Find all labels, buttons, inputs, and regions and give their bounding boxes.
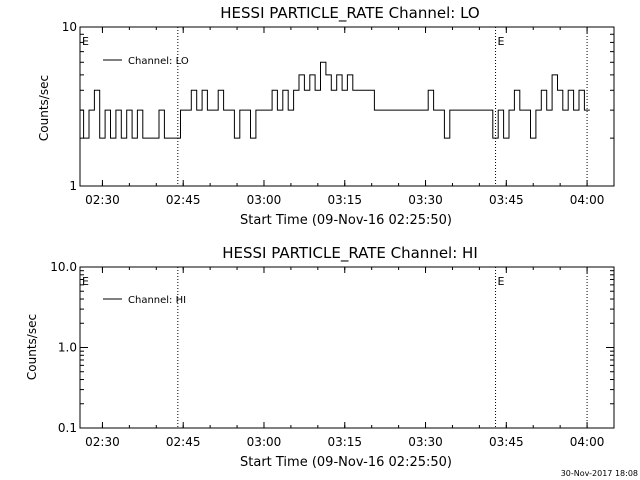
x-tick-label: 03:30 [408, 193, 443, 207]
y-axis-label: Counts/sec [37, 75, 51, 141]
event-marker-label: E [82, 35, 89, 48]
x-tick-label: 03:30 [408, 435, 443, 449]
plot-panel-hi: HESSI PARTICLE_RATE Channel: HI Start Ti… [25, 244, 615, 470]
x-tick-label: 03:45 [489, 435, 524, 449]
x-tick-label: 03:00 [247, 435, 282, 449]
plot-frame [79, 266, 615, 429]
x-tick-label: 03:15 [327, 193, 362, 207]
x-tick-label: 04:00 [570, 435, 605, 449]
y-axis-label: Counts/sec [25, 314, 39, 380]
x-tick-label: 03:00 [247, 193, 282, 207]
legend: Channel: HI [103, 295, 186, 306]
series-line [80, 61, 590, 139]
x-axis-label: Start Time (09-Nov-16 02:25:50) [240, 455, 452, 470]
x-tick-label: 02:30 [85, 193, 120, 207]
x-tick-label: 02:45 [166, 193, 201, 207]
y-tick-label: 0.1 [58, 421, 77, 435]
x-tick-label: 02:45 [166, 435, 201, 449]
x-tick-label: 02:30 [85, 435, 120, 449]
y-tick-label: 1.0 [58, 341, 77, 355]
legend: Channel: LO [103, 56, 189, 67]
x-tick-label: 03:45 [489, 193, 524, 207]
x-axis-label: Start Time (09-Nov-16 02:25:50) [240, 213, 452, 228]
x-tick-label: 03:15 [327, 435, 362, 449]
footer-timestamp: 30-Nov-2017 18:08 [561, 469, 638, 478]
chart-title: HESSI PARTICLE_RATE Channel: LO [220, 4, 479, 23]
event-marker-label: E [498, 35, 505, 48]
y-tick-label: 10.0 [50, 260, 77, 274]
event-marker-label: E [82, 275, 89, 288]
event-marker-label: E [498, 275, 505, 288]
plot-frame [79, 26, 615, 187]
x-tick-label: 04:00 [570, 193, 605, 207]
y-tick-label: 10 [62, 20, 77, 34]
chart-title: HESSI PARTICLE_RATE Channel: HI [222, 244, 478, 263]
plot-panel-lo: HESSI PARTICLE_RATE Channel: LO Start Ti… [37, 4, 615, 228]
legend-entry: Channel: HI [128, 295, 186, 306]
y-tick-label: 1 [69, 179, 77, 193]
legend-entry: Channel: LO [128, 56, 189, 67]
